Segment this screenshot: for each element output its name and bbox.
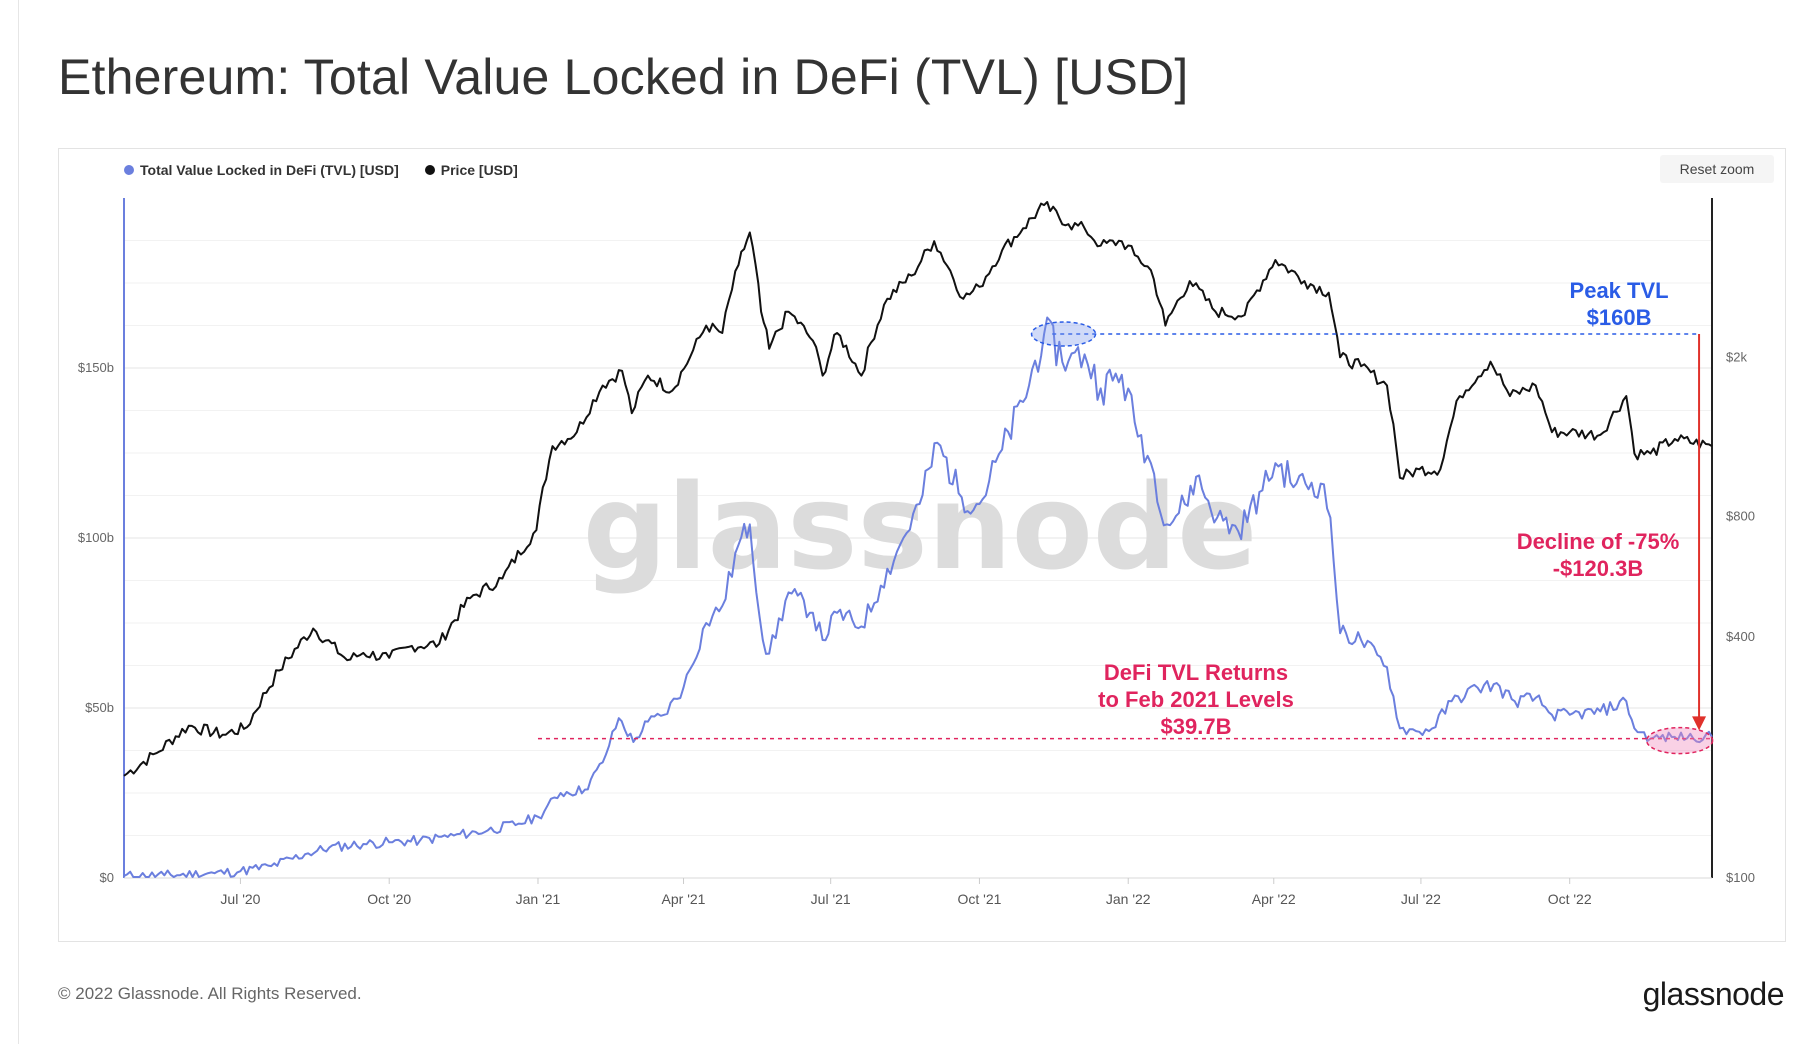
y-right-tick-label: $400: [1726, 629, 1755, 644]
returns-label-line3: $39.7B: [1161, 714, 1232, 739]
x-tick-label: Jul '21: [811, 891, 851, 907]
returns-label-line2: to Feb 2021 Levels: [1098, 687, 1294, 712]
peak-highlight: [1030, 321, 1097, 347]
legend-marker-tvl: [124, 165, 134, 175]
current-level-highlight: [1645, 726, 1714, 755]
y-left-tick-label: $150b: [78, 360, 114, 375]
y-right-tick-label: $100: [1726, 870, 1755, 885]
legend-label-tvl: Total Value Locked in DeFi (TVL) [USD]: [140, 162, 399, 178]
decline-label-line2: -$120.3B: [1553, 556, 1644, 581]
x-tick-label: Jan '22: [1106, 891, 1151, 907]
decline-arrow-head: [1692, 716, 1707, 731]
x-tick-label: Oct '20: [367, 891, 411, 907]
y-left-tick-label: $100b: [78, 530, 114, 545]
x-tick-label: Jul '20: [220, 891, 260, 907]
x-tick-label: Oct '22: [1548, 891, 1592, 907]
y-left-tick-label: $50b: [85, 700, 114, 715]
price-series-line: [123, 201, 1713, 777]
chart-legend: Total Value Locked in DeFi (TVL) [USD] P…: [124, 162, 518, 178]
peak-label-line1: Peak TVL: [1570, 278, 1669, 303]
chart-watermark: glassnode: [583, 458, 1258, 596]
tvl-series-line: [123, 316, 1713, 878]
peak-label-line2: $160B: [1587, 305, 1652, 330]
x-tick-label: Apr '22: [1252, 891, 1296, 907]
returns-label-line1: DeFi TVL Returns: [1104, 660, 1288, 685]
legend-item-price[interactable]: Price [USD]: [424, 162, 518, 178]
legend-item-tvl[interactable]: Total Value Locked in DeFi (TVL) [USD]: [124, 162, 399, 178]
x-tick-label: Oct '21: [957, 891, 1001, 907]
y-right-tick-label: $2k: [1726, 349, 1747, 364]
legend-label-price: Price [USD]: [440, 162, 518, 178]
decline-label-line1: Decline of -75%: [1517, 529, 1680, 554]
chart-frame: [58, 148, 1786, 942]
x-tick-label: Apr '21: [662, 891, 706, 907]
page-left-border: [18, 0, 19, 1044]
x-tick-label: Jul '22: [1401, 891, 1441, 907]
legend-marker-price: [424, 165, 435, 175]
y-left-tick-label: $0: [100, 870, 114, 885]
page-title: Ethereum: Total Value Locked in DeFi (TV…: [58, 49, 1189, 105]
footer-copyright: © 2022 Glassnode. All Rights Reserved.: [58, 984, 362, 1003]
y-right-tick-label: $800: [1726, 509, 1755, 524]
reset-zoom-button[interactable]: Reset zoom: [1660, 155, 1774, 183]
glassnode-logo: glassnode: [1642, 976, 1785, 1012]
x-tick-label: Jan '21: [516, 891, 561, 907]
